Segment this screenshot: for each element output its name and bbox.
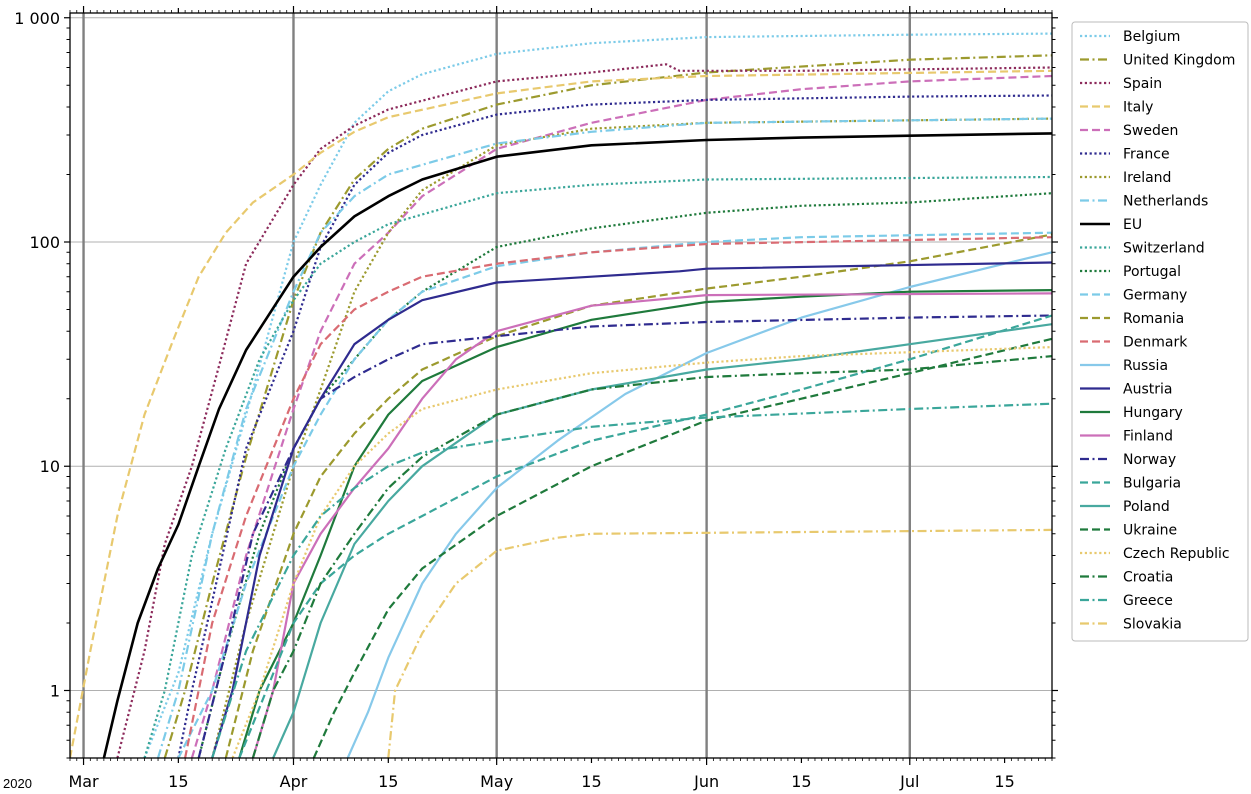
legend-label-eu: EU <box>1123 217 1142 233</box>
legend-label-bulgaria: Bulgaria <box>1123 476 1181 492</box>
legend-label-poland: Poland <box>1123 499 1170 515</box>
series-line-denmark <box>184 236 1052 758</box>
series-line-united-kingdom <box>163 54 1052 758</box>
x-tick-label: May <box>480 772 513 791</box>
legend-label-czech-republic: Czech Republic <box>1123 546 1230 562</box>
series-line-croatia <box>251 355 1052 758</box>
legend-label-croatia: Croatia <box>1123 570 1173 586</box>
legend-label-ireland: Ireland <box>1123 170 1171 186</box>
series-line-greece <box>211 402 1052 758</box>
x-tick-label: Jul <box>899 772 919 791</box>
y-tick-label: 1 000 <box>14 9 60 28</box>
x-tick-label: 15 <box>581 772 601 791</box>
series-line-switzerland <box>143 175 1052 758</box>
series-line-germany <box>177 231 1052 758</box>
legend-label-norway: Norway <box>1123 452 1176 468</box>
series-line-romania <box>224 233 1052 758</box>
series-lines <box>70 32 1052 758</box>
legend-label-united-kingdom: United Kingdom <box>1123 53 1235 69</box>
x-tick-label: 15 <box>994 772 1014 791</box>
series-line-eu <box>102 132 1052 758</box>
plot-frame <box>69 12 1053 759</box>
legend-label-switzerland: Switzerland <box>1123 241 1205 257</box>
legend-label-denmark: Denmark <box>1123 335 1188 351</box>
series-line-bulgaria <box>238 314 1052 758</box>
legend-label-greece: Greece <box>1123 593 1173 609</box>
series-line-slovakia <box>387 528 1052 758</box>
x-tick-label: 15 <box>168 772 188 791</box>
series-line-sweden <box>190 74 1052 758</box>
series-line-czech-republic <box>231 346 1052 758</box>
series-line-austria <box>211 261 1052 758</box>
y-tick-label: 10 <box>40 457 60 476</box>
series-line-ireland <box>211 117 1052 758</box>
x-tick-label: Mar <box>68 772 99 791</box>
legend-label-finland: Finland <box>1123 429 1173 445</box>
legend-label-sweden: Sweden <box>1123 123 1178 139</box>
legend-label-portugal: Portugal <box>1123 264 1181 280</box>
y-tick-label: 1 <box>50 681 60 700</box>
legend-label-belgium: Belgium <box>1123 29 1180 45</box>
legend-label-spain: Spain <box>1123 76 1162 92</box>
x-tick-label: Apr <box>280 772 308 791</box>
series-line-france <box>177 94 1052 758</box>
series-line-russia <box>346 251 1052 758</box>
legend-label-netherlands: Netherlands <box>1123 194 1208 210</box>
year-label: 2020 <box>3 776 32 791</box>
legend-box <box>1071 21 1249 642</box>
series-line-poland <box>272 323 1052 758</box>
legend-label-romania: Romania <box>1123 311 1184 327</box>
x-tick-label: Jun <box>693 772 719 791</box>
legend-label-germany: Germany <box>1123 288 1187 304</box>
x-ticks: Mar 15 Apr 15 May 15 Jun 15 Jul 15 <box>68 6 1053 791</box>
legend-label-hungary: Hungary <box>1123 405 1183 421</box>
series-line-norway <box>197 314 1052 758</box>
x-tick-label: 15 <box>791 772 811 791</box>
legend-label-france: France <box>1123 147 1170 163</box>
gridlines <box>70 13 1052 758</box>
legend: Belgium United Kingdom Spain Italy Sweden Fra… <box>1071 21 1249 642</box>
x-tick-label: 15 <box>378 772 398 791</box>
legend-label-slovakia: Slovakia <box>1123 617 1182 633</box>
series-line-belgium <box>143 32 1052 758</box>
legend-label-austria: Austria <box>1123 382 1172 398</box>
series-line-spain <box>116 63 1052 758</box>
series-line-italy <box>70 69 1052 758</box>
series-line-ukraine <box>312 337 1052 758</box>
legend-label-ukraine: Ukraine <box>1123 523 1177 539</box>
legend-label-russia: Russia <box>1123 358 1168 374</box>
y-tick-label: 100 <box>29 233 60 252</box>
series-line-netherlands <box>156 117 1052 758</box>
y-ticks: 1 10 100 1 000 <box>14 9 1058 759</box>
series-line-finland <box>251 292 1052 758</box>
legend-label-italy: Italy <box>1123 100 1153 116</box>
series-line-portugal <box>197 192 1052 758</box>
